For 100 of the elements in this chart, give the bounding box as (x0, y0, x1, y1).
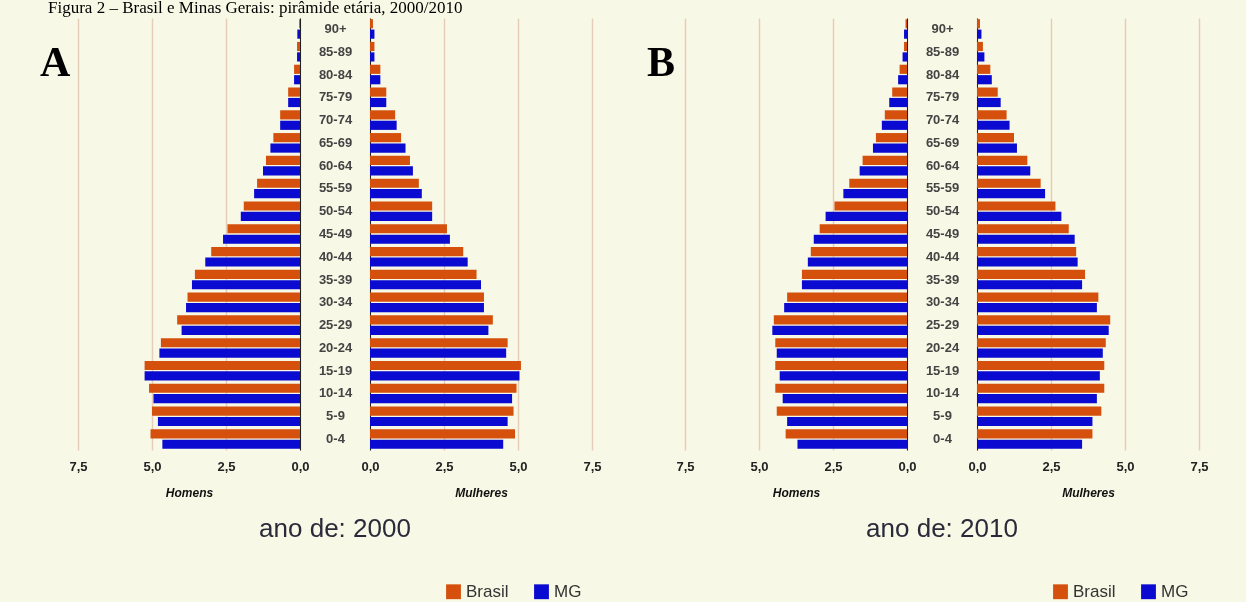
bar (977, 64, 991, 74)
bar (977, 120, 1010, 130)
x-tick-label: 5,0 (509, 458, 528, 474)
bar (892, 87, 907, 97)
bar (977, 189, 1046, 199)
bar (370, 269, 477, 279)
bar (280, 110, 300, 120)
bar (370, 155, 410, 166)
bar (872, 143, 907, 153)
bar (191, 280, 300, 290)
y-tick-label: 35-39 (925, 271, 960, 287)
bar (162, 439, 300, 449)
bar (785, 429, 907, 439)
legend-label: MG (1161, 581, 1189, 601)
bar (904, 29, 907, 39)
bar (144, 371, 300, 381)
bar (977, 224, 1069, 234)
bar (280, 120, 300, 130)
bar (294, 75, 300, 85)
bar (370, 383, 517, 393)
y-tick-label: 40-44 (318, 248, 353, 264)
x-tick-label: 0,0 (291, 458, 310, 474)
bar (977, 166, 1031, 176)
bar (243, 201, 300, 211)
y-tick-label: 60-64 (318, 157, 353, 173)
chart-title: Figura 2 – Brasil e Minas Gerais: pirâmide etária, 2000/2010 (48, 0, 463, 18)
y-tick-label: 30-34 (925, 294, 960, 310)
bar (370, 406, 514, 416)
bar (177, 315, 300, 325)
bar (775, 338, 907, 348)
bar (294, 64, 300, 74)
bar (977, 416, 1093, 427)
x-tick-label: 2,5 (824, 458, 843, 474)
bar (825, 211, 907, 222)
bar (187, 292, 300, 302)
bar (834, 201, 907, 211)
bar (977, 97, 1001, 108)
bar (902, 52, 907, 62)
bar (977, 178, 1041, 188)
bar (977, 41, 983, 52)
legend-label: Brasil (466, 581, 509, 601)
x-tick-label: 2,5 (1042, 458, 1061, 474)
bar (265, 155, 300, 166)
x-tick-label: 5,0 (1116, 458, 1135, 474)
bar (297, 41, 300, 52)
bar (370, 166, 413, 176)
y-tick-label: 40-44 (925, 248, 960, 264)
y-tick-label: 55-59 (318, 180, 353, 196)
bar (801, 280, 907, 290)
y-tick-label: 35-39 (318, 271, 353, 287)
bar (370, 87, 387, 97)
bar (810, 246, 907, 257)
y-tick-label: 70-74 (318, 112, 353, 128)
y-tick-label: 85-89 (318, 43, 353, 59)
y-tick-label: 50-54 (318, 203, 353, 219)
bar (270, 143, 300, 153)
y-tick-label: 0-4 (326, 431, 346, 447)
bar (297, 29, 300, 39)
bar (782, 394, 907, 404)
bar (977, 325, 1109, 335)
bar (776, 348, 907, 358)
bar (297, 52, 300, 62)
y-tick-label: 25-29 (318, 317, 353, 333)
bar (977, 302, 1097, 313)
y-tick-label: 85-89 (925, 43, 960, 59)
y-tick-label: 90+ (324, 20, 347, 36)
bar (370, 280, 481, 290)
y-tick-label: 65-69 (318, 134, 353, 150)
text: ano de: 2010 (865, 513, 1019, 544)
y-tick-label: 50-54 (925, 203, 960, 219)
y-tick-label: 25-29 (925, 317, 960, 333)
bar (370, 234, 450, 244)
bar (977, 292, 1099, 302)
bar (240, 211, 300, 222)
bar (977, 383, 1105, 393)
bar (898, 75, 907, 85)
bar (370, 52, 375, 62)
bar (370, 224, 447, 234)
bar (977, 429, 1093, 439)
bar (977, 201, 1056, 211)
bar (149, 383, 300, 393)
bar (775, 360, 907, 371)
bar (977, 406, 1102, 416)
bar (977, 133, 1014, 143)
bar (370, 246, 464, 257)
bar (884, 110, 907, 120)
y-tick-label: 60-64 (925, 157, 960, 173)
bar (801, 269, 907, 279)
bar (370, 120, 397, 130)
bar (370, 439, 504, 449)
x-axis-title: Homens (165, 485, 214, 500)
bar (370, 360, 521, 371)
bar (181, 325, 300, 335)
text: ano de: 2000 (258, 513, 412, 544)
bar (157, 416, 300, 427)
bar (977, 315, 1111, 325)
bar (370, 143, 406, 153)
bar (159, 348, 300, 358)
bar (977, 87, 998, 97)
bar (977, 394, 1097, 404)
